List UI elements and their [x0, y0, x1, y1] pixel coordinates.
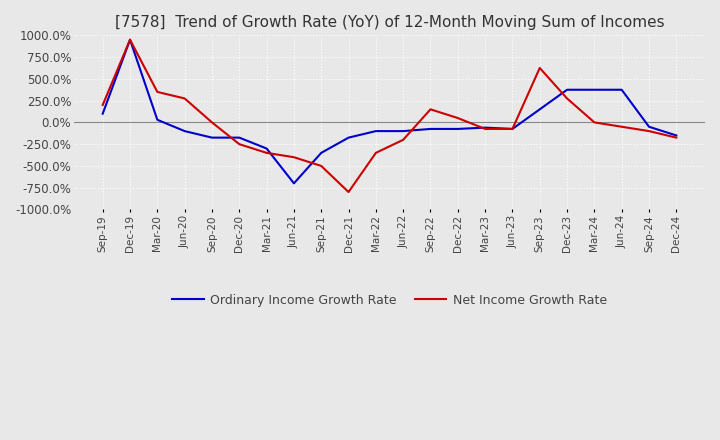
Net Income Growth Rate — [481, 126, 490, 132]
Ordinary Income Growth Rate — [644, 124, 653, 129]
Net Income Growth Rate — [590, 120, 599, 125]
Net Income Growth Rate — [454, 115, 462, 121]
Ordinary Income Growth Rate — [153, 117, 162, 122]
Ordinary Income Growth Rate — [672, 133, 680, 138]
Ordinary Income Growth Rate — [508, 126, 517, 132]
Net Income Growth Rate — [617, 124, 626, 129]
Ordinary Income Growth Rate — [536, 106, 544, 112]
Ordinary Income Growth Rate — [454, 126, 462, 132]
Net Income Growth Rate — [126, 37, 135, 42]
Line: Net Income Growth Rate: Net Income Growth Rate — [103, 40, 676, 192]
Net Income Growth Rate — [399, 137, 408, 143]
Ordinary Income Growth Rate — [207, 135, 216, 140]
Ordinary Income Growth Rate — [126, 37, 135, 42]
Net Income Growth Rate — [536, 66, 544, 71]
Ordinary Income Growth Rate — [344, 135, 353, 140]
Ordinary Income Growth Rate — [399, 128, 408, 134]
Line: Ordinary Income Growth Rate: Ordinary Income Growth Rate — [103, 40, 676, 183]
Net Income Growth Rate — [672, 135, 680, 140]
Net Income Growth Rate — [262, 150, 271, 155]
Net Income Growth Rate — [99, 103, 107, 108]
Net Income Growth Rate — [426, 106, 435, 112]
Ordinary Income Growth Rate — [617, 87, 626, 92]
Net Income Growth Rate — [289, 154, 298, 160]
Net Income Growth Rate — [317, 163, 325, 169]
Ordinary Income Growth Rate — [289, 181, 298, 186]
Ordinary Income Growth Rate — [180, 128, 189, 134]
Ordinary Income Growth Rate — [262, 146, 271, 151]
Ordinary Income Growth Rate — [481, 125, 490, 130]
Ordinary Income Growth Rate — [426, 126, 435, 132]
Ordinary Income Growth Rate — [317, 150, 325, 155]
Net Income Growth Rate — [235, 142, 243, 147]
Net Income Growth Rate — [153, 89, 162, 95]
Ordinary Income Growth Rate — [590, 87, 599, 92]
Ordinary Income Growth Rate — [563, 87, 572, 92]
Legend: Ordinary Income Growth Rate, Net Income Growth Rate: Ordinary Income Growth Rate, Net Income … — [167, 289, 612, 312]
Net Income Growth Rate — [644, 128, 653, 134]
Net Income Growth Rate — [180, 96, 189, 101]
Net Income Growth Rate — [207, 120, 216, 125]
Ordinary Income Growth Rate — [372, 128, 380, 134]
Ordinary Income Growth Rate — [99, 111, 107, 116]
Net Income Growth Rate — [372, 150, 380, 155]
Ordinary Income Growth Rate — [235, 135, 243, 140]
Net Income Growth Rate — [344, 189, 353, 194]
Net Income Growth Rate — [508, 126, 517, 132]
Title: [7578]  Trend of Growth Rate (YoY) of 12-Month Moving Sum of Incomes: [7578] Trend of Growth Rate (YoY) of 12-… — [114, 15, 665, 30]
Net Income Growth Rate — [563, 96, 572, 101]
